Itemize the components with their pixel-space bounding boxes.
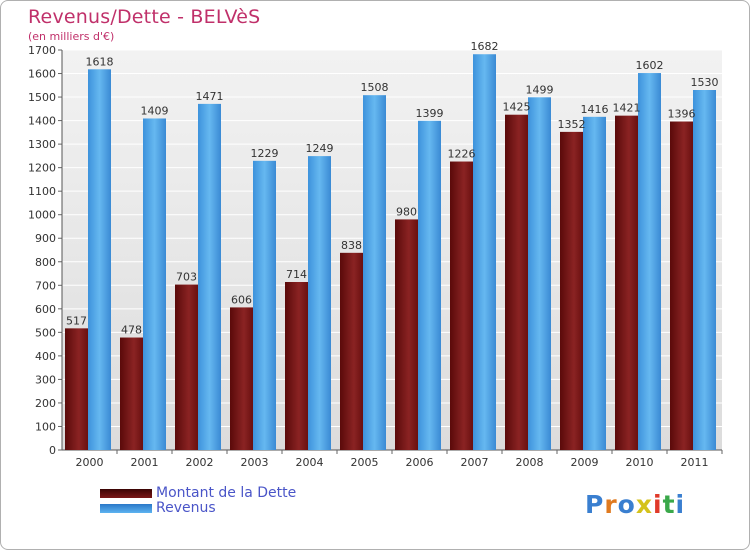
x-tick-label: 2006 (406, 456, 434, 469)
logo-letter: t (662, 490, 676, 519)
data-label-revenue: 1499 (526, 83, 554, 96)
logo-letter: x (635, 490, 653, 519)
bar-revenue (308, 156, 331, 450)
legend: Montant de la Dette Revenus (100, 486, 296, 516)
bar-debt (395, 219, 418, 450)
data-label-revenue: 1508 (361, 81, 389, 94)
bar-debt (285, 282, 308, 450)
x-tick-label: 2011 (681, 456, 709, 469)
data-label-revenue: 1399 (416, 107, 444, 120)
x-tick-label: 2003 (241, 456, 269, 469)
legend-swatch-revenue (100, 504, 152, 513)
x-tick-label: 2008 (516, 456, 544, 469)
data-label-debt: 1425 (503, 101, 531, 114)
data-label-revenue: 1409 (141, 104, 169, 117)
bar-debt (505, 114, 528, 451)
x-tick-label: 2001 (131, 456, 159, 469)
y-tick-label: 200 (35, 397, 56, 410)
bar-revenue (528, 97, 551, 450)
logo-letter: i (653, 490, 663, 519)
legend-label-debt: Montant de la Dette (156, 485, 297, 501)
legend-item-revenue: Revenus (100, 501, 296, 516)
data-label-revenue: 1416 (581, 103, 609, 116)
logo-letter: r (604, 490, 618, 519)
x-tick-label: 2010 (626, 456, 654, 469)
bar-debt (230, 307, 253, 450)
bar-revenue (418, 120, 441, 450)
y-tick-label: 1400 (28, 115, 56, 128)
logo-letter: i (675, 490, 686, 519)
bar-debt (670, 121, 693, 450)
bar-debt (120, 337, 143, 450)
chart-subtitle: (en milliers d'€) (28, 30, 115, 43)
data-label-debt: 606 (231, 293, 252, 306)
y-tick-label: 500 (35, 326, 56, 339)
x-tick-label: 2007 (461, 456, 489, 469)
y-tick-label: 800 (35, 256, 56, 269)
chart-title: Revenus/Dette - BELVèS (28, 6, 261, 28)
bar-revenue (198, 103, 221, 450)
bar-revenue (253, 160, 276, 450)
plot-area (62, 50, 722, 450)
y-tick-label: 1600 (28, 68, 56, 81)
bar-debt (175, 284, 198, 450)
data-label-debt: 714 (286, 268, 307, 281)
data-label-revenue: 1602 (636, 59, 664, 72)
y-tick-label: 300 (35, 373, 56, 386)
data-label-revenue: 1682 (471, 40, 499, 53)
data-label-debt: 478 (121, 324, 142, 337)
bar-debt (615, 115, 638, 450)
data-label-revenue: 1530 (691, 76, 719, 89)
bar-revenue (473, 54, 496, 451)
data-label-debt: 1226 (448, 148, 476, 161)
bar-revenue (363, 95, 386, 451)
bar-debt (560, 131, 583, 450)
data-label-debt: 980 (396, 205, 417, 218)
y-tick-label: 0 (49, 444, 56, 457)
legend-label-revenue: Revenus (156, 500, 216, 516)
logo-letter: o (617, 490, 636, 519)
x-tick-label: 2005 (351, 456, 379, 469)
legend-item-debt: Montant de la Dette (100, 486, 296, 501)
data-label-revenue: 1249 (306, 142, 334, 155)
data-label-revenue: 1618 (86, 55, 114, 68)
data-label-debt: 1352 (558, 118, 586, 131)
y-tick-label: 1300 (28, 138, 56, 151)
bar-revenue (583, 116, 606, 450)
bar-debt (340, 252, 363, 450)
x-tick-label: 2000 (76, 456, 104, 469)
y-tick-label: 1100 (28, 185, 56, 198)
bar-revenue (693, 90, 716, 450)
data-label-debt: 838 (341, 239, 362, 252)
bar-revenue (88, 69, 111, 450)
bar-revenue (143, 118, 166, 451)
data-label-debt: 517 (66, 314, 87, 327)
y-tick-label: 400 (35, 350, 56, 363)
data-label-revenue: 1471 (196, 90, 224, 103)
y-tick-label: 600 (35, 303, 56, 316)
bar-debt (450, 161, 473, 450)
y-tick-label: 1000 (28, 209, 56, 222)
bar-revenue (638, 73, 661, 450)
x-tick-label: 2004 (296, 456, 324, 469)
data-label-debt: 1396 (668, 108, 696, 121)
legend-swatch-debt (100, 489, 152, 498)
y-tick-label: 1700 (28, 44, 56, 57)
y-tick-label: 100 (35, 420, 56, 433)
y-tick-label: 1200 (28, 162, 56, 175)
bar-debt (65, 328, 88, 450)
x-tick-label: 2002 (186, 456, 214, 469)
logo-letter: P (585, 490, 605, 519)
y-tick-label: 700 (35, 279, 56, 292)
proxiti-logo: Proxiti (585, 490, 685, 519)
data-label-debt: 703 (176, 271, 197, 284)
data-label-revenue: 1229 (251, 147, 279, 160)
data-label-debt: 1421 (613, 102, 641, 115)
x-tick-label: 2009 (571, 456, 599, 469)
y-tick-label: 1500 (28, 91, 56, 104)
y-tick-label: 900 (35, 232, 56, 245)
